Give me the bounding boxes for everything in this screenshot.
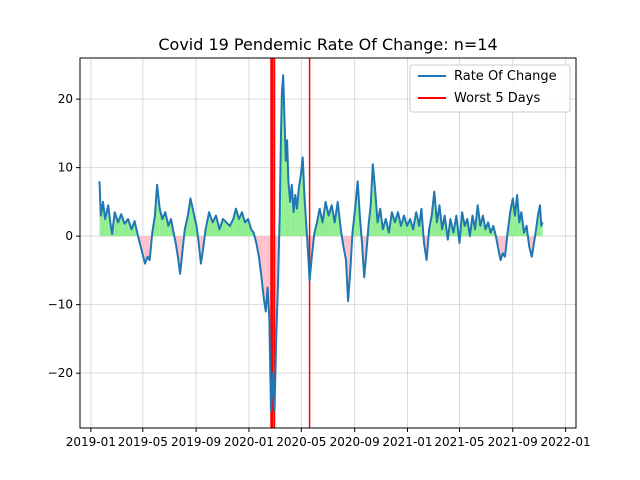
positive-fill (233, 208, 236, 237)
positive-fill (407, 219, 411, 237)
positive-fill (121, 214, 125, 237)
y-tick-label: 10 (58, 161, 73, 175)
x-tick-label: 2019-05 (118, 435, 168, 449)
positive-fill (372, 164, 376, 237)
positive-fill (245, 219, 249, 237)
y-tick-label: −20 (48, 366, 73, 380)
positive-fill (190, 198, 194, 237)
positive-fill (235, 208, 239, 237)
negative-fill (147, 236, 150, 261)
rate-of-change-line (98, 74, 544, 412)
chart-title: Covid 19 Pendemic Rate Of Change: n=14 (158, 35, 497, 54)
positive-fill (510, 198, 513, 237)
plot-frame (79, 57, 577, 429)
x-tick-label: 2019-09 (171, 435, 221, 449)
positive-fill (222, 219, 227, 237)
x-tick-label: 2020-01 (224, 435, 274, 449)
positive-fill (285, 140, 288, 237)
x-axis: 2019-01 2019-05 2019-09 2020-01 2020-05 2020-… (66, 428, 591, 449)
y-tick-label: −10 (48, 298, 73, 312)
legend-label-rate-of-change: Rate Of Change (454, 69, 557, 84)
x-tick-label: 2021-05 (434, 435, 484, 449)
x-tick-label: 2021-09 (488, 435, 538, 449)
y-tick-label: 20 (58, 92, 73, 106)
y-tick-label: 0 (65, 229, 73, 243)
negative-fill (263, 236, 266, 312)
legend-label-worst-days: Worst 5 Days (454, 91, 540, 106)
area-fills (99, 75, 543, 411)
y-axis: −20 −10 0 10 20 (48, 92, 80, 380)
positive-fill (209, 212, 213, 237)
positive-fill (325, 201, 329, 237)
x-tick-label: 2020-05 (276, 435, 326, 449)
positive-fill (118, 214, 122, 237)
positive-fill (229, 219, 234, 237)
legend-box (409, 64, 571, 113)
negative-fill (142, 236, 145, 264)
negative-fill (502, 236, 505, 257)
positive-fill (114, 212, 119, 237)
legend: Rate Of Change Worst 5 Days (409, 64, 571, 113)
x-tick-label: 2019-01 (66, 435, 116, 449)
x-tick-label: 2021-01 (382, 435, 432, 449)
x-tick-label: 2020-09 (330, 435, 380, 449)
positive-fill (159, 208, 163, 237)
x-tick-label: 2022-01 (541, 435, 591, 449)
